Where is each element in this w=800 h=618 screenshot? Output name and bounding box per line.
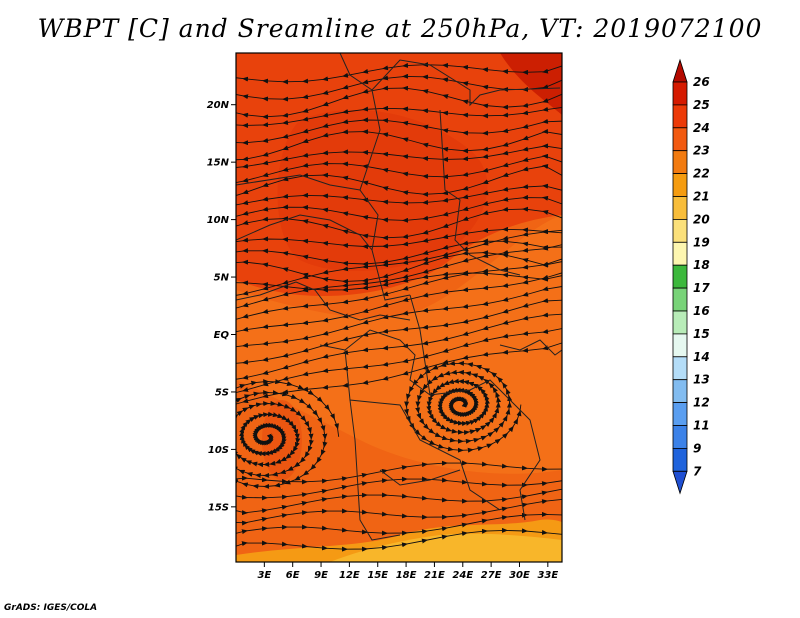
- colorbar-label: 12: [693, 396, 710, 410]
- border-line: [339, 53, 561, 107]
- colorbar-label: 14: [693, 350, 710, 364]
- colorbar-label: 26: [693, 75, 710, 89]
- colorbar-bin: [672, 104, 688, 129]
- border-line: [236, 214, 373, 251]
- lon-label: 9E: [314, 570, 328, 581]
- footer-credit: GrADS: IGES/COLA: [4, 603, 98, 613]
- colorbar-label: 15: [693, 327, 710, 341]
- colorbar-label: 21: [693, 190, 710, 204]
- colorbar-bin: [672, 264, 688, 289]
- border-line: [439, 109, 521, 276]
- colorbar-bin: [672, 241, 688, 266]
- lat-label: 5S: [215, 387, 229, 398]
- country-borders: [236, 53, 562, 541]
- border-line: [499, 339, 562, 356]
- lon-label: 12E: [339, 570, 360, 581]
- longitude-axis: 3E 6E 9E 12E 15E 18E 21E 24E 27E 30E 33E: [257, 562, 558, 581]
- colorbar-bin: [672, 287, 688, 312]
- colorbar-label: 17: [693, 281, 710, 295]
- border-line: [409, 294, 431, 396]
- lat-label: 5N: [214, 273, 230, 284]
- colorbar-label: 9: [693, 441, 701, 455]
- colorbar-bin: [672, 196, 688, 220]
- lat-label: EQ: [214, 330, 230, 341]
- colorbar-label: 22: [693, 167, 710, 181]
- border-line: [509, 399, 541, 521]
- border-line: [349, 399, 401, 541]
- border-line: [319, 329, 511, 401]
- colorbar-bin: [672, 402, 688, 426]
- colorbar-bin: [672, 173, 688, 197]
- lat-label: 10N: [207, 215, 230, 226]
- lon-label: 15E: [367, 570, 388, 581]
- colorbar-label: 23: [693, 144, 710, 158]
- lon-label: 33E: [537, 570, 558, 581]
- colorbar-label: 11: [693, 419, 710, 433]
- lat-label: 15N: [207, 158, 230, 169]
- colorbar-label: 13: [693, 373, 710, 387]
- colorbar-label: 7: [693, 464, 702, 478]
- colorbar-bin: [672, 310, 688, 335]
- colorbar-bin: [672, 447, 688, 472]
- colorbar-label: 18: [693, 258, 710, 272]
- latitude-axis: 20N 15N 10N 5N EQ 5S 10S 15S: [207, 100, 236, 513]
- map-frame: [235, 52, 563, 563]
- colorbar-bin: [672, 470, 688, 495]
- colorbar: 26 25 24 23 22 21 20 19 18 17 16 15 14 13 12 11 9 7: [672, 58, 710, 495]
- colorbar-bin: [672, 58, 688, 83]
- lon-label: 21E: [424, 570, 445, 581]
- colorbar-bin: [672, 425, 688, 449]
- lat-label: 15S: [208, 502, 229, 513]
- colorbar-label: 24: [693, 121, 710, 135]
- lon-label: 30E: [509, 570, 530, 581]
- border-line: [359, 89, 411, 301]
- colorbar-bin: [672, 81, 688, 106]
- lon-label: 6E: [286, 570, 300, 581]
- streamline: [236, 527, 562, 552]
- colorbar-bin: [672, 333, 688, 358]
- chart-title: WBPT [C] and Sreamline at 250hPa, VT: 20…: [37, 14, 763, 43]
- lon-label: 18E: [396, 570, 417, 581]
- lon-label: 27E: [481, 570, 502, 581]
- lon-label: 3E: [257, 570, 271, 581]
- colorbar-bin: [672, 379, 688, 404]
- border-line: [379, 469, 461, 486]
- border-line: [295, 281, 411, 321]
- colorbar-bin: [672, 150, 688, 174]
- lon-label: 24E: [452, 570, 473, 581]
- lat-label: 20N: [207, 100, 230, 111]
- colorbar-bin: [672, 218, 688, 243]
- lat-label: 10S: [208, 445, 229, 456]
- colorbar-label: 25: [693, 98, 710, 112]
- map-area: [236, 53, 562, 562]
- border-line: [236, 174, 361, 191]
- colorbar-bin: [672, 127, 688, 152]
- colorbar-label: 16: [693, 304, 710, 318]
- colorbar-label: 20: [693, 212, 710, 226]
- colorbar-label: 19: [693, 235, 710, 249]
- colorbar-bin: [672, 356, 688, 381]
- streamline: [404, 360, 522, 453]
- border-line: [236, 281, 297, 301]
